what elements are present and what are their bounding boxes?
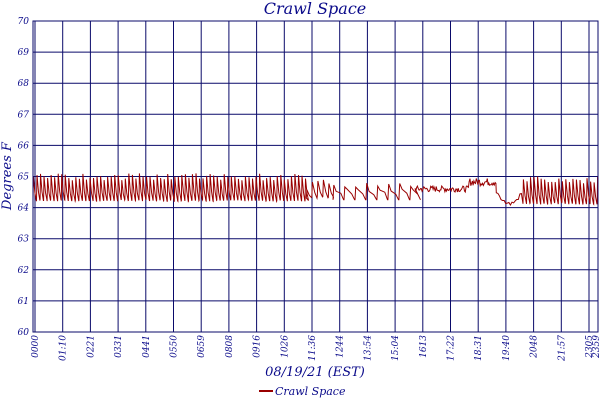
legend: Crawl Space	[259, 385, 346, 398]
y-tick-label: 65	[18, 173, 30, 183]
x-tick-label: 17:22	[447, 335, 457, 361]
plot-frame	[32, 20, 599, 333]
y-axis-label: Degrees F	[0, 141, 15, 211]
y-tick-label: 62	[18, 266, 30, 276]
x-tick-label: 1613	[419, 335, 429, 358]
legend-label: Crawl Space	[275, 385, 346, 398]
x-tick-label: 13:54	[363, 335, 373, 361]
y-tick-label: 70	[18, 17, 30, 27]
x-tick-label: 0659	[197, 335, 207, 358]
chart-title: Crawl Space	[264, 0, 367, 18]
y-tick-label: 64	[18, 204, 30, 214]
x-axis-label: 08/19/21 (EST)	[265, 365, 365, 380]
x-tick-label: 0441	[142, 335, 152, 358]
x-tick-label: 0331	[114, 335, 124, 358]
x-tick-label: 21:57	[557, 335, 567, 362]
y-tick-label: 60	[18, 328, 30, 338]
x-tick-label: 1026	[280, 335, 290, 358]
y-tick-label: 66	[18, 141, 30, 151]
x-axis-ticks: 0000 01:10 0221 0331 0441 0550 0659 0808 0916 102…	[31, 335, 600, 362]
series-line-crawl-space	[32, 173, 599, 207]
x-tick-label: 1244	[336, 335, 346, 358]
x-tick-label: 15:04	[391, 335, 401, 361]
y-tick-label: 69	[18, 48, 30, 58]
y-tick-label: 61	[18, 297, 29, 307]
x-tick-label: 2048	[530, 335, 540, 359]
x-tick-label: 01:10	[59, 335, 69, 361]
y-tick-label: 67	[18, 110, 30, 120]
x-tick-label: 0000	[31, 335, 41, 358]
x-tick-label: 0550	[170, 335, 180, 358]
x-tick-label: 11:36	[308, 335, 318, 361]
x-tick-label: 2305	[585, 335, 595, 359]
y-tick-label: 68	[18, 79, 30, 89]
x-tick-label: 0221	[86, 335, 96, 358]
x-tick-label: 19:40	[502, 335, 512, 361]
y-axis-ticks: 60 61 62 63 64 65 66 67 68 69 70	[18, 17, 30, 338]
x-tick-label: 18:31	[474, 335, 484, 361]
y-tick-label: 63	[18, 235, 30, 245]
x-tick-label: 0916	[253, 335, 263, 358]
x-tick-label: 2359	[592, 335, 600, 359]
x-tick-label: 0808	[225, 335, 235, 358]
